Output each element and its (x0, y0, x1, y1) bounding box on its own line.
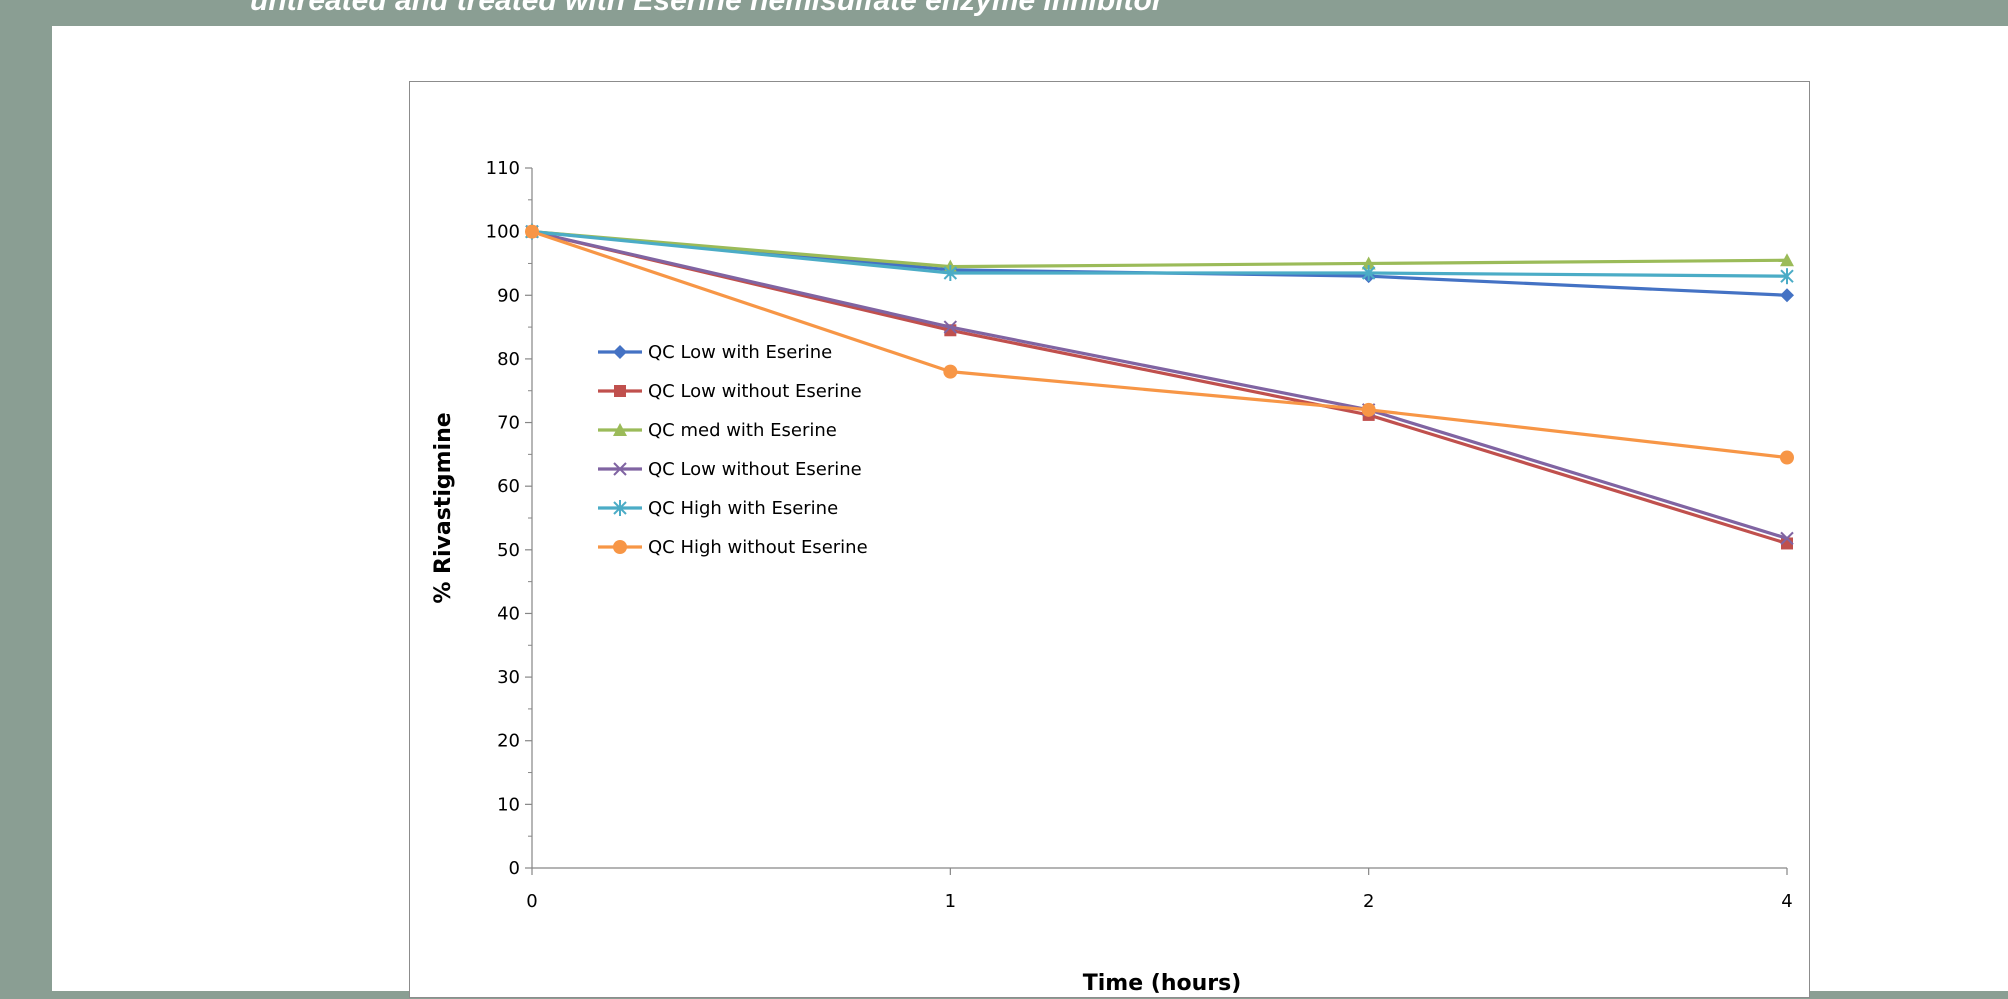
line-chart: 0 10 20 30 40 50 60 70 80 90 100 110 0 1 2 4 QC Low wit… (431, 158, 1794, 996)
chart-frame: 0 10 20 30 40 50 60 70 80 90 100 110 0 1 2 4 QC Low wit… (409, 81, 1810, 998)
legend-label: QC med with Eserine (648, 420, 837, 441)
y-tick-label: 110 (486, 158, 520, 179)
y-tick-label: 60 (497, 476, 520, 497)
legend-entry: QC Low without Eserine (598, 459, 862, 480)
data-point (1780, 253, 1794, 267)
legend-marker (613, 423, 627, 436)
data-point (943, 265, 958, 281)
y-tick-label: 70 (497, 413, 520, 434)
data-point (943, 364, 958, 379)
legend-marker (613, 345, 627, 359)
legend-label: QC Low without Eserine (648, 381, 862, 402)
series-group (525, 224, 1794, 465)
series-line (531, 230, 1788, 460)
y-tick-label: 80 (497, 349, 520, 370)
x-axis-title: Time (hours) (1083, 971, 1242, 996)
x-tick-label: 4 (1781, 891, 1792, 912)
legend-label: QC High without Eserine (648, 537, 868, 558)
series-line (531, 230, 1788, 269)
legend-label: QC Low without Eserine (648, 459, 862, 480)
y-tick-label: 100 (486, 222, 520, 243)
data-point (1361, 402, 1376, 417)
x-tick-label: 0 (526, 891, 537, 912)
legend-entry: QC High without Eserine (598, 537, 868, 558)
x-tick-label: 2 (1363, 891, 1374, 912)
y-tick-label: 50 (497, 540, 520, 561)
legend-entry: QC Low without Eserine (598, 381, 862, 402)
legend-marker (613, 462, 627, 476)
legend-marker (613, 500, 627, 516)
legend-entry: QC Low with Eserine (598, 342, 832, 363)
data-point (1361, 256, 1376, 270)
data-point (525, 224, 539, 239)
series-lines (525, 223, 1794, 550)
legend-marker (614, 385, 626, 397)
legend-label: QC High with Eserine (648, 498, 838, 519)
data-point (1780, 288, 1794, 303)
axes: 0 10 20 30 40 50 60 70 80 90 100 110 0 1 2 4 (486, 158, 1793, 912)
y-tick-label: 30 (497, 667, 520, 688)
y-tick-label: 10 (497, 794, 520, 815)
series-line (531, 230, 1788, 540)
y-tick-label: 0 (509, 858, 520, 879)
y-axis-title: % Rivastigmine (431, 412, 456, 603)
legend-entry: QC High with Eserine (598, 498, 838, 519)
legend-marker (613, 540, 627, 554)
legend: QC Low with Eserine QC Low without Eserin… (598, 342, 868, 558)
y-tick-label: 40 (497, 603, 520, 624)
legend-label: QC Low with Eserine (648, 342, 832, 363)
x-tick-label: 1 (945, 891, 956, 912)
y-tick-label: 90 (497, 285, 520, 306)
data-point (1780, 268, 1794, 285)
y-tick-label: 20 (497, 731, 520, 752)
figure-caption: untreated and treated with Eserine hemis… (250, 0, 1164, 17)
content-panel: 0 10 20 30 40 50 60 70 80 90 100 110 0 1 2 4 QC Low wit… (52, 26, 2008, 998)
series-line (531, 230, 1788, 278)
data-point (943, 320, 958, 334)
data-point (1780, 450, 1794, 465)
data-point (1780, 531, 1794, 546)
data-point (1361, 265, 1376, 281)
legend-entry: QC med with Eserine (598, 420, 837, 441)
